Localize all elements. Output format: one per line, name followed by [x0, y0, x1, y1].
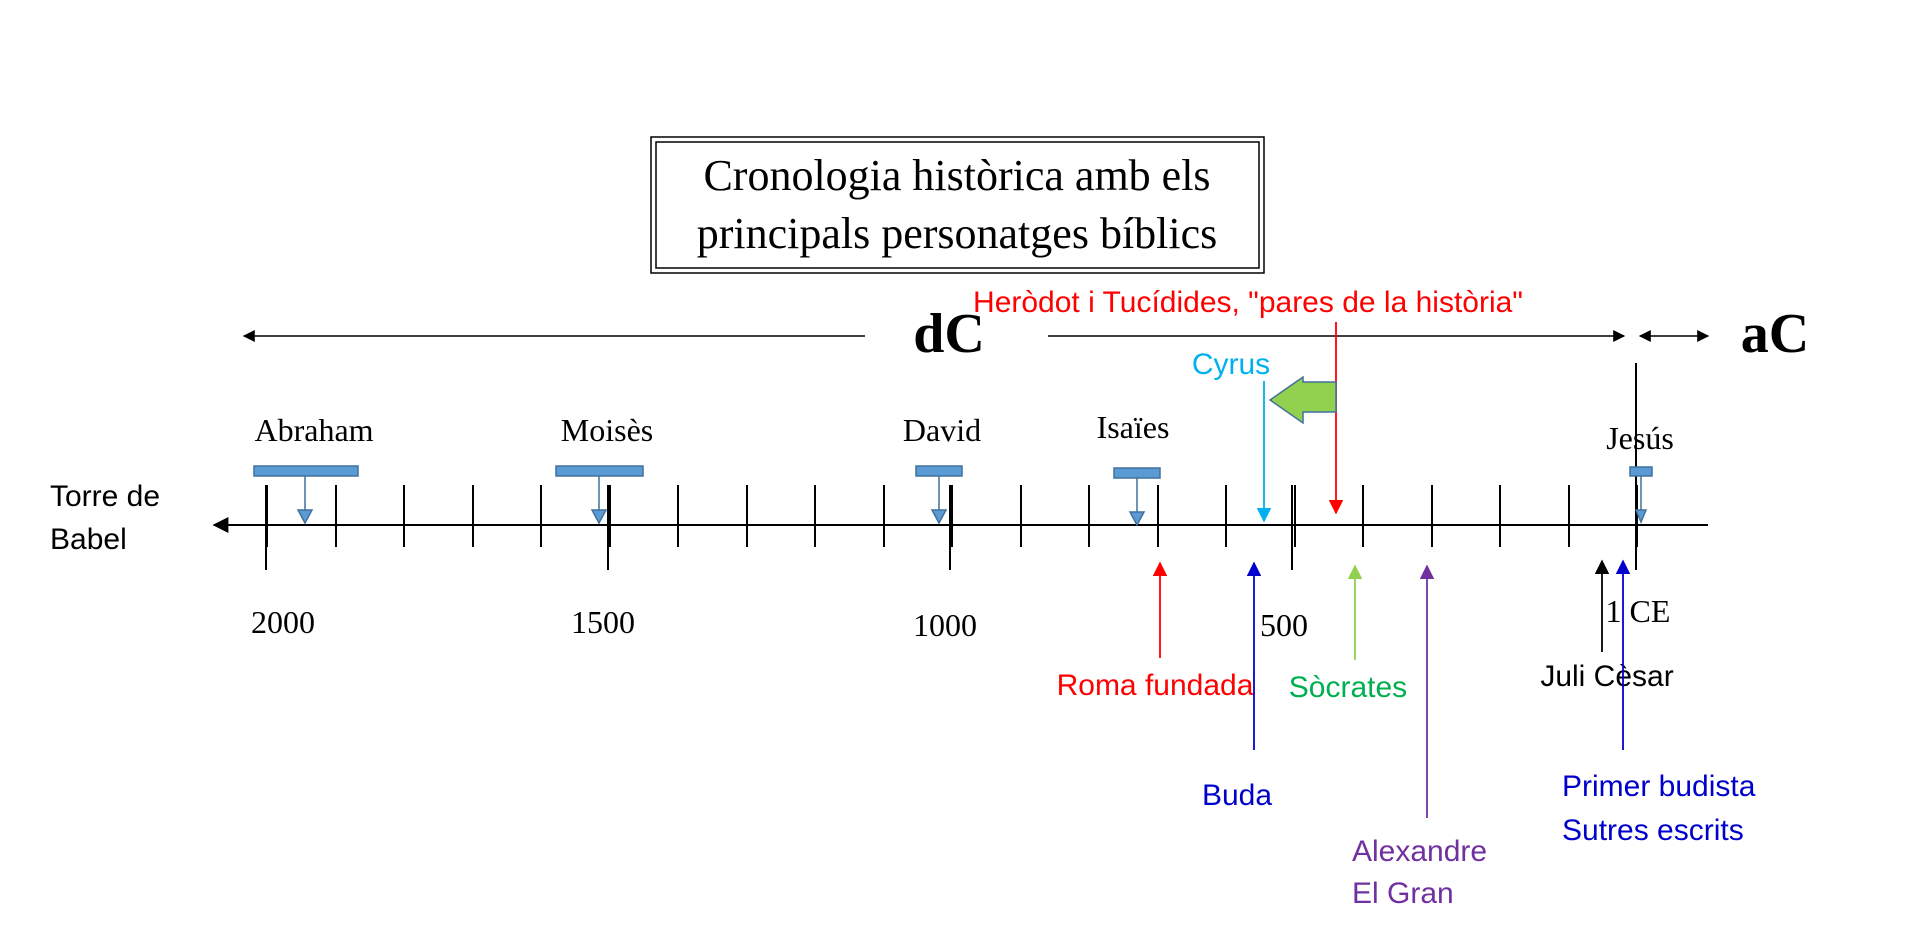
event-budista-label-2: Sutres escrits [1562, 814, 1744, 847]
axis-ticks [265, 485, 1638, 570]
green-direction-arrow [1268, 375, 1337, 425]
figure-moises-pointer [590, 476, 608, 525]
figure-jesus-bar [1629, 466, 1653, 477]
figure-david-label: David [903, 412, 981, 448]
figure-isaies-bar [1113, 467, 1161, 479]
figure-jesus-pointer [1634, 476, 1648, 524]
figure-jesus-label: Jesús [1606, 420, 1674, 456]
title-line-2: principals personatges bíblics [697, 209, 1218, 258]
tick-label-1500: 1500 [571, 604, 635, 640]
era-label-ac: aC [1741, 303, 1809, 365]
event-budista-label-1: Primer budista [1562, 770, 1756, 803]
event-roma-label: Roma fundada [1057, 669, 1254, 702]
figure-isaies-label: Isaïes [1097, 409, 1170, 445]
era-label-dc: dC [913, 303, 985, 365]
tick-label-500: 500 [1260, 607, 1308, 643]
event-alexandre-label-2: El Gran [1352, 877, 1454, 910]
biblical-figures: Abraham Moisès David Isaïes Jesús [253, 409, 1674, 527]
title-line-1: Cronologia històrica amb els [703, 151, 1210, 200]
tick-label-1ce: 1 CE [1606, 593, 1671, 629]
events-above: Heròdot i Tucídides, "pares de la històr… [973, 286, 1523, 523]
era-indicators: dC aC [242, 303, 1809, 365]
figure-david-bar [915, 465, 963, 477]
figure-abraham-pointer [296, 476, 314, 525]
event-socrates-label: Sòcrates [1289, 671, 1407, 704]
figure-moises-bar [555, 465, 644, 477]
event-herodot-label: Heròdot i Tucídides, "pares de la històr… [973, 286, 1523, 319]
axis-start-label-1: Torre de [50, 480, 160, 513]
axis-start-label-2: Babel [50, 523, 127, 556]
tick-label-1000: 1000 [913, 607, 977, 643]
event-cyrus-label: Cyrus [1192, 348, 1270, 381]
timeline-axis [212, 363, 1708, 570]
event-buda-label: Buda [1202, 779, 1272, 812]
figure-moises-label: Moisès [561, 412, 653, 448]
figure-abraham-label: Abraham [254, 412, 373, 448]
figure-isaies-pointer [1128, 478, 1146, 527]
tick-label-2000: 2000 [251, 604, 315, 640]
figure-abraham-bar [253, 465, 359, 477]
event-alexandre-label-1: Alexandre [1352, 835, 1487, 868]
event-cesar-label: Juli Cèsar [1540, 660, 1673, 693]
title-box: Cronologia històrica amb els principals … [650, 136, 1265, 274]
tick-labels: 2000 1500 1000 500 1 CE [251, 593, 1670, 643]
figure-david-pointer [930, 476, 948, 525]
events-below: Roma fundada Buda Sòcrates Alexandre El … [1057, 559, 1756, 910]
